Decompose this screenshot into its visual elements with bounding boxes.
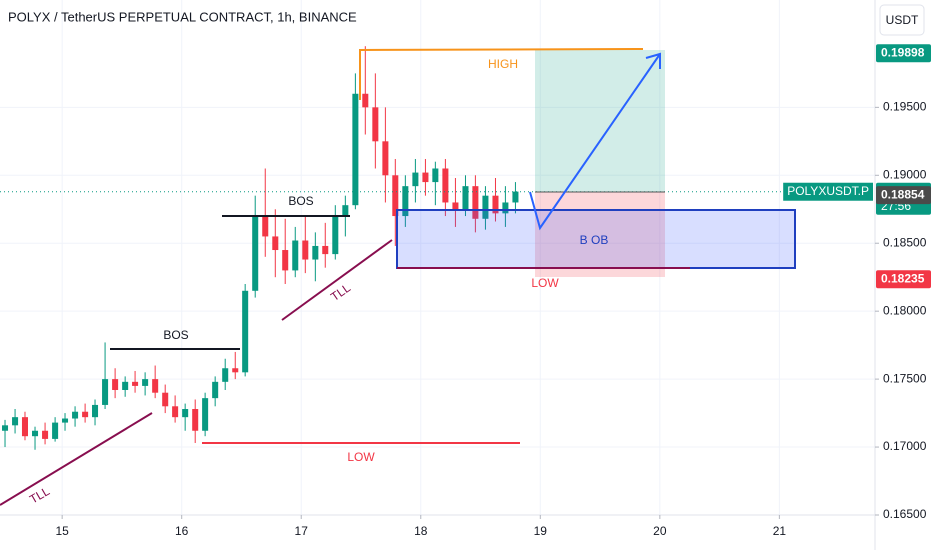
candle-body — [402, 186, 409, 217]
candle-body — [322, 245, 329, 255]
y-tick-label: 0.17000 — [883, 439, 927, 453]
currency-button[interactable] — [879, 4, 925, 36]
candle-body — [342, 205, 349, 217]
candle-body — [382, 141, 389, 176]
candle-body — [172, 406, 179, 418]
price-tag — [876, 270, 931, 289]
candle-body — [242, 290, 249, 373]
candle-body — [462, 186, 469, 210]
currency[interactable]: USDT — [886, 13, 919, 27]
candle-body — [92, 404, 99, 418]
high-line — [359, 48, 644, 100]
price-tag-label: 0.19898 — [881, 45, 925, 59]
x-tick-label: 16 — [175, 524, 189, 538]
price-tag — [876, 44, 931, 63]
plot — [0, 0, 875, 516]
candle-body — [262, 216, 269, 237]
trend-line — [281, 239, 393, 321]
annotation: BOS — [288, 194, 313, 208]
candle-body — [102, 379, 109, 405]
profit-zone — [535, 50, 665, 192]
candle-body — [302, 240, 309, 260]
arrow-head — [645, 52, 661, 69]
annotation: B OB — [580, 233, 609, 247]
candle-body — [292, 240, 299, 271]
candle-body — [442, 168, 449, 203]
candle-body — [282, 250, 289, 271]
candle-body — [192, 409, 199, 431]
candle-body — [62, 418, 69, 423]
candle-body — [272, 236, 279, 251]
symbol-tag-label: POLYXUSDT.P — [787, 184, 869, 198]
candle-body — [142, 379, 149, 386]
annotation: BOS — [163, 328, 188, 342]
candle-body — [21, 417, 28, 437]
candle-body — [32, 430, 39, 437]
symbol-tag — [783, 182, 873, 201]
trend-line — [0, 412, 153, 506]
candle-body — [392, 175, 399, 217]
candle-body — [422, 172, 429, 183]
order-block — [396, 209, 796, 269]
annotation: HIGH — [488, 57, 518, 71]
loss-zone — [535, 192, 665, 277]
candle-body — [52, 422, 59, 439]
candle-body — [232, 368, 239, 373]
candle-body — [352, 93, 359, 206]
candle-body — [492, 195, 499, 214]
candle-body — [502, 202, 509, 214]
candle-body — [372, 107, 379, 142]
x-tick-label: 17 — [295, 524, 309, 538]
candle-body — [112, 379, 119, 390]
candle-body — [122, 381, 129, 390]
candle-body — [132, 381, 139, 386]
candle-body — [472, 186, 479, 219]
candle-body — [332, 216, 339, 255]
candle-body — [42, 430, 49, 439]
candle-body — [452, 202, 459, 210]
candle-body — [312, 245, 319, 260]
candle-body — [82, 411, 89, 418]
price-tag-label: 0.18235 — [881, 271, 925, 285]
y-tick-label: 0.19000 — [883, 167, 927, 181]
candle-body — [482, 195, 489, 219]
projection-arrow — [529, 53, 661, 231]
y-tick-label: 0.18000 — [883, 303, 927, 317]
candle-body — [412, 172, 419, 187]
x-tick-label: 19 — [534, 524, 548, 538]
chart-title: POLYX / TetherUS PERPETUAL CONTRACT, 1h,… — [8, 9, 357, 24]
x-tick-label: 18 — [414, 524, 428, 538]
candle-body — [162, 392, 169, 407]
candle-body — [2, 425, 9, 431]
candle-body — [432, 168, 439, 183]
candle-body — [252, 216, 259, 291]
y-tick-label: 0.17500 — [883, 371, 927, 385]
candle-body — [212, 381, 219, 399]
x-tick-label: 21 — [773, 524, 787, 538]
candle-body — [202, 398, 209, 431]
candle-body — [12, 417, 19, 426]
annotation: LOW — [347, 450, 375, 464]
price-tag-label: 0.18854 — [881, 187, 925, 201]
y-tick-label: 0.18500 — [883, 235, 927, 249]
drawings: HIGH BOS BOS TLL TLL B OB LOW LOW — [0, 48, 796, 507]
annotation: LOW — [531, 276, 559, 290]
candle-body — [182, 409, 189, 418]
candle-body — [512, 191, 519, 203]
y-tick-label: 0.19500 — [883, 100, 927, 114]
x-tick-label: 15 — [55, 524, 69, 538]
y-tick-label: 0.16500 — [883, 507, 927, 521]
candle-body — [222, 368, 229, 382]
candle-body — [72, 411, 79, 419]
x-tick-label: 20 — [653, 524, 667, 538]
candle-body — [362, 93, 369, 108]
price-tag — [876, 186, 931, 205]
candle-body — [152, 379, 159, 393]
